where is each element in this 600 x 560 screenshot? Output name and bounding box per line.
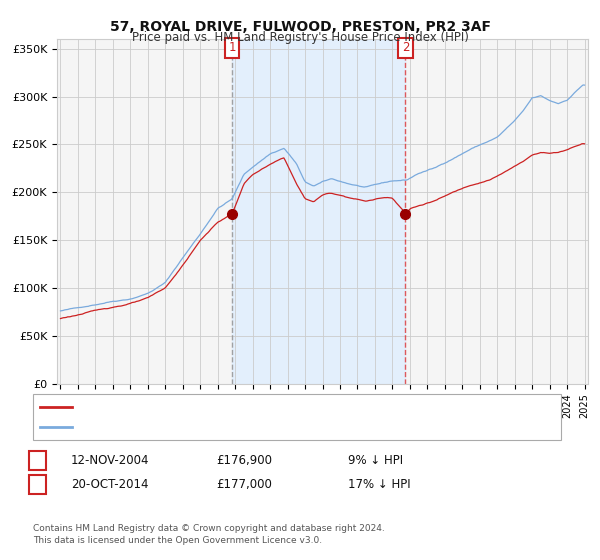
Text: 1: 1	[229, 41, 236, 54]
Text: 17% ↓ HPI: 17% ↓ HPI	[348, 478, 410, 491]
Text: £176,900: £176,900	[216, 454, 272, 467]
Text: Price paid vs. HM Land Registry's House Price Index (HPI): Price paid vs. HM Land Registry's House …	[131, 31, 469, 44]
Text: 9% ↓ HPI: 9% ↓ HPI	[348, 454, 403, 467]
Text: 12-NOV-2004: 12-NOV-2004	[71, 454, 149, 467]
Text: Contains HM Land Registry data © Crown copyright and database right 2024.: Contains HM Land Registry data © Crown c…	[33, 524, 385, 533]
Text: 2: 2	[34, 478, 41, 491]
Text: This data is licensed under the Open Government Licence v3.0.: This data is licensed under the Open Gov…	[33, 536, 322, 545]
Text: 20-OCT-2014: 20-OCT-2014	[71, 478, 148, 491]
Text: 2: 2	[402, 41, 409, 54]
Bar	[232, 39, 406, 384]
Text: £177,000: £177,000	[216, 478, 272, 491]
Text: HPI: Average price, detached house, Preston: HPI: Average price, detached house, Pres…	[77, 422, 320, 432]
Text: 57, ROYAL DRIVE, FULWOOD, PRESTON, PR2 3AF: 57, ROYAL DRIVE, FULWOOD, PRESTON, PR2 3…	[110, 20, 491, 34]
Text: 57, ROYAL DRIVE, FULWOOD, PRESTON, PR2 3AF (detached house): 57, ROYAL DRIVE, FULWOOD, PRESTON, PR2 3…	[77, 403, 443, 413]
Text: 1: 1	[34, 454, 41, 467]
